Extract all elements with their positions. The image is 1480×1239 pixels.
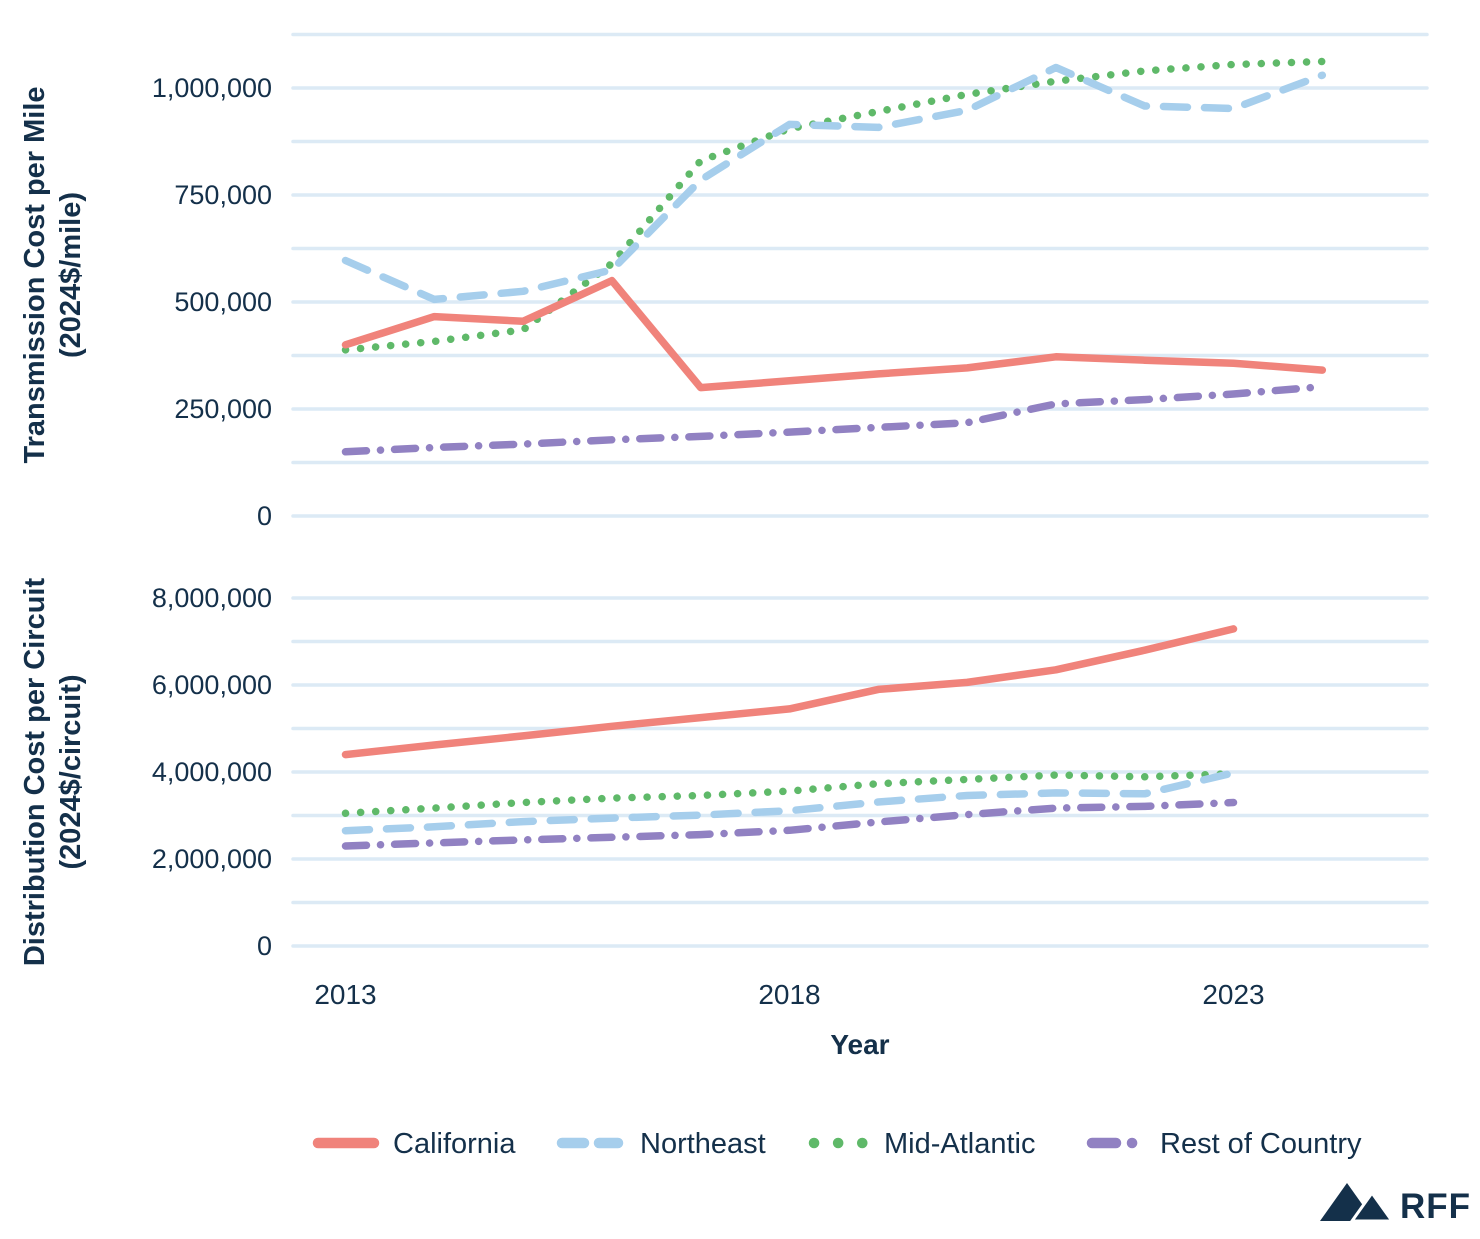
legend-label-mid-atlantic: Mid-Atlantic bbox=[884, 1128, 1036, 1160]
legend-label-rest-of-country: Rest of Country bbox=[1160, 1128, 1362, 1160]
transmission-y-tick-label: 500,000 bbox=[174, 287, 272, 317]
transmission-y-tick-label: 0 bbox=[257, 501, 272, 531]
distribution-gridlines bbox=[291, 596, 1429, 948]
transmission-y-axis-title-line1: Transmission Cost per Mile bbox=[19, 86, 51, 463]
distribution-y-tick-label: 6,000,000 bbox=[152, 670, 272, 700]
distribution-line-northeast bbox=[341, 769, 1238, 835]
transmission-line-rest-of-country bbox=[341, 382, 1327, 456]
transmission-series-lines bbox=[341, 57, 1327, 456]
transmission-y-tick-label: 1,000,000 bbox=[152, 73, 272, 103]
transmission-gridlines bbox=[291, 32, 1429, 518]
legend-label-northeast: Northeast bbox=[640, 1128, 766, 1160]
transmission-line-northeast bbox=[341, 63, 1327, 304]
x-axis-tick-labels: 2013 2018 2023 bbox=[314, 979, 1264, 1010]
rff-logo-mountain-small-icon bbox=[1349, 1190, 1395, 1223]
transmission-chart: 1,000,000 750,000 500,000 250,000 0 Transmis… bbox=[19, 32, 1429, 531]
legend: California Northeast Mid-Atlantic Rest of C… bbox=[312, 1128, 1362, 1160]
distribution-line-rest-of-country bbox=[341, 798, 1238, 850]
x-tick-label-2013: 2013 bbox=[314, 979, 376, 1010]
distribution-y-tick-labels: 8,000,000 6,000,000 4,000,000 2,000,000 0 bbox=[152, 583, 272, 961]
distribution-line-mid-atlantic bbox=[341, 769, 1238, 818]
transmission-y-tick-labels: 1,000,000 750,000 500,000 250,000 0 bbox=[152, 73, 272, 531]
transmission-y-tick-label: 750,000 bbox=[174, 180, 272, 210]
rff-logo: RFF bbox=[1320, 1183, 1471, 1226]
x-tick-label-2023: 2023 bbox=[1202, 979, 1264, 1010]
transmission-line-california bbox=[341, 276, 1327, 392]
distribution-y-tick-label: 0 bbox=[257, 931, 272, 961]
distribution-y-tick-label: 2,000,000 bbox=[152, 844, 272, 874]
x-tick-label-2018: 2018 bbox=[758, 979, 820, 1010]
distribution-y-tick-label: 4,000,000 bbox=[152, 757, 272, 787]
transmission-line-mid-atlantic bbox=[341, 57, 1327, 354]
distribution-line-california bbox=[341, 625, 1238, 759]
transmission-y-tick-label: 250,000 bbox=[174, 394, 272, 424]
distribution-y-tick-label: 8,000,000 bbox=[152, 583, 272, 613]
x-axis-title: Year bbox=[830, 1029, 889, 1060]
rff-logo-text: RFF bbox=[1400, 1187, 1471, 1226]
x-axis: 2013 2018 2023 Year bbox=[314, 979, 1264, 1060]
legend-label-california: California bbox=[393, 1128, 516, 1160]
transmission-y-axis-title-line2: (2024$/mile) bbox=[55, 192, 87, 358]
distribution-y-axis-title-line1: Distribution Cost per Circuit bbox=[19, 578, 51, 967]
distribution-y-axis-title-line2: (2024$/circuit) bbox=[55, 674, 87, 869]
distribution-chart: 8,000,000 6,000,000 4,000,000 2,000,000 0 Di… bbox=[19, 578, 1429, 967]
distribution-series-lines bbox=[341, 625, 1238, 850]
